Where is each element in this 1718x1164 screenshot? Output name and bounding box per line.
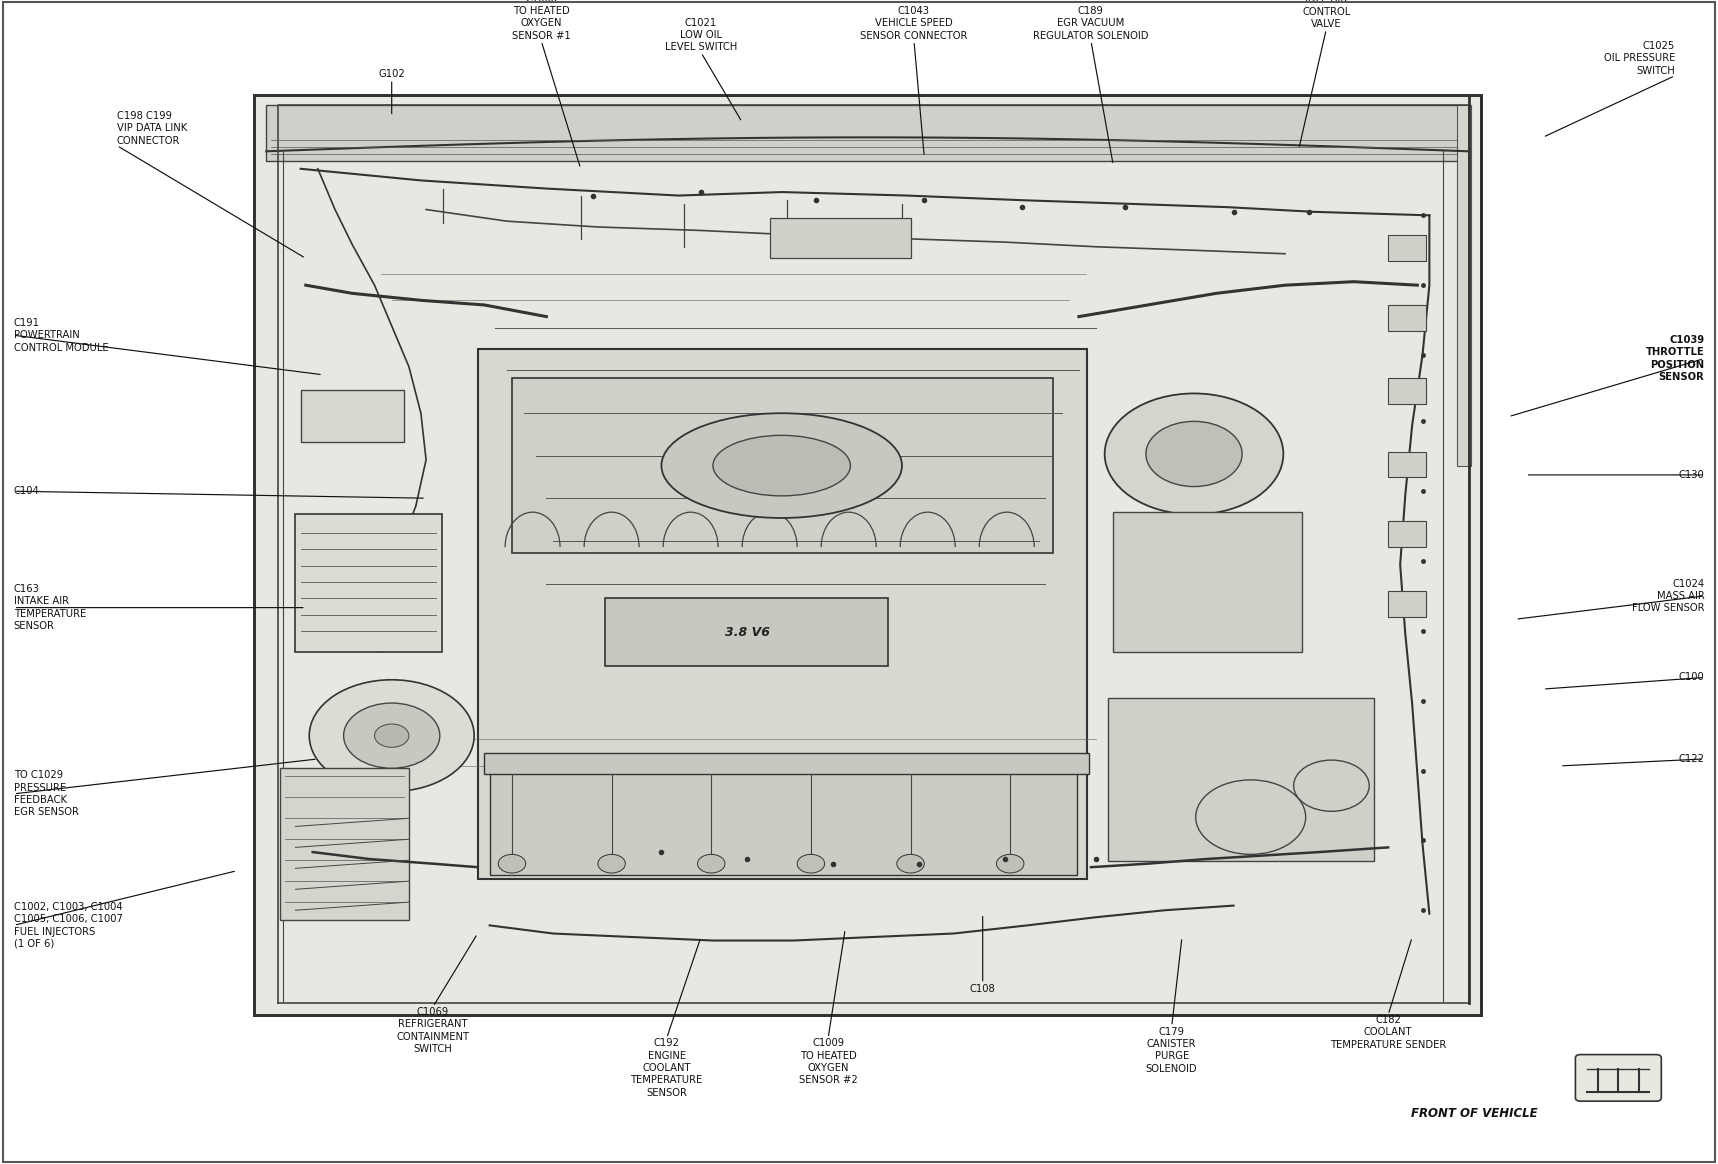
Ellipse shape [713,435,850,496]
Bar [484,753,1089,774]
Text: C179
CANISTER
PURGE
SOLENOID: C179 CANISTER PURGE SOLENOID [1146,1027,1197,1074]
Text: C189
EGR VACUUM
REGULATOR SOLENOID: C189 EGR VACUUM REGULATOR SOLENOID [1033,6,1149,41]
Circle shape [1294,760,1369,811]
Text: C104: C104 [14,487,40,496]
Bar [1388,521,1426,547]
Circle shape [598,854,625,873]
Text: C191
POWERTRAIN
CONTROL MODULE: C191 POWERTRAIN CONTROL MODULE [14,318,108,353]
Circle shape [498,854,526,873]
Text: C1025
OIL PRESSURE
SWITCH: C1025 OIL PRESSURE SWITCH [1603,41,1675,76]
Bar [512,378,1053,553]
Text: G102: G102 [378,69,405,79]
Bar [1388,305,1426,331]
Text: C1008
TO HEATED
OXYGEN
SENSOR #1: C1008 TO HEATED OXYGEN SENSOR #1 [512,0,570,41]
Text: C1017
IDLE AIR
CONTROL
VALVE: C1017 IDLE AIR CONTROL VALVE [1302,0,1350,29]
Bar [1388,452,1426,477]
FancyBboxPatch shape [1575,1055,1661,1101]
Bar [254,95,1481,1015]
Circle shape [344,703,440,768]
Text: C108: C108 [971,984,995,994]
Text: C1043
VEHICLE SPEED
SENSOR CONNECTOR: C1043 VEHICLE SPEED SENSOR CONNECTOR [861,6,967,41]
Circle shape [996,854,1024,873]
Text: C1009
TO HEATED
OXYGEN
SENSOR #2: C1009 TO HEATED OXYGEN SENSOR #2 [799,1038,857,1086]
Bar [770,218,911,258]
Text: C192
ENGINE
COOLANT
TEMPERATURE
SENSOR: C192 ENGINE COOLANT TEMPERATURE SENSOR [631,1038,703,1098]
Text: C1024
MASS AIR
FLOW SENSOR: C1024 MASS AIR FLOW SENSOR [1632,579,1704,613]
Circle shape [375,724,409,747]
Circle shape [1146,421,1242,487]
Circle shape [1105,393,1283,514]
Circle shape [698,854,725,873]
Bar [1108,698,1374,861]
Circle shape [797,854,825,873]
Text: C198 C199
VIP DATA LINK
CONNECTOR: C198 C199 VIP DATA LINK CONNECTOR [117,111,187,146]
Text: FRONT OF VEHICLE: FRONT OF VEHICLE [1410,1107,1538,1120]
Bar [1388,378,1426,404]
Text: C1002, C1003, C1004
C1005, C1006, C1007
FUEL INJECTORS
(1 OF 6): C1002, C1003, C1004 C1005, C1006, C1007 … [14,902,122,949]
Bar [1457,105,1471,466]
Ellipse shape [661,413,902,518]
Bar [605,598,888,666]
Circle shape [1196,780,1306,854]
Bar [301,390,404,442]
Bar [280,768,409,920]
Bar [1388,591,1426,617]
Bar [1388,235,1426,261]
Text: C1069
REFRIGERANT
CONTAINMENT
SWITCH: C1069 REFRIGERANT CONTAINMENT SWITCH [397,1007,469,1055]
Text: C1021
LOW OIL
LEVEL SWITCH: C1021 LOW OIL LEVEL SWITCH [665,17,737,52]
Text: C122: C122 [1678,754,1704,764]
Circle shape [309,680,474,792]
Bar [295,514,442,652]
Bar [1113,512,1302,652]
Text: C182
COOLANT
TEMPERATURE SENDER: C182 COOLANT TEMPERATURE SENDER [1330,1015,1447,1050]
Circle shape [897,854,924,873]
Bar [490,771,1077,875]
Text: C130: C130 [1678,470,1704,480]
Text: TO C1029
PRESSURE
FEEDBACK
EGR SENSOR: TO C1029 PRESSURE FEEDBACK EGR SENSOR [14,771,79,817]
Text: C100: C100 [1678,673,1704,682]
Text: C1039
THROTTLE
POSITION
SENSOR: C1039 THROTTLE POSITION SENSOR [1646,335,1704,382]
Bar [478,349,1087,879]
Bar [266,105,1460,161]
Text: 3.8 V6: 3.8 V6 [725,625,770,639]
Text: C163
INTAKE AIR
TEMPERATURE
SENSOR: C163 INTAKE AIR TEMPERATURE SENSOR [14,584,86,631]
